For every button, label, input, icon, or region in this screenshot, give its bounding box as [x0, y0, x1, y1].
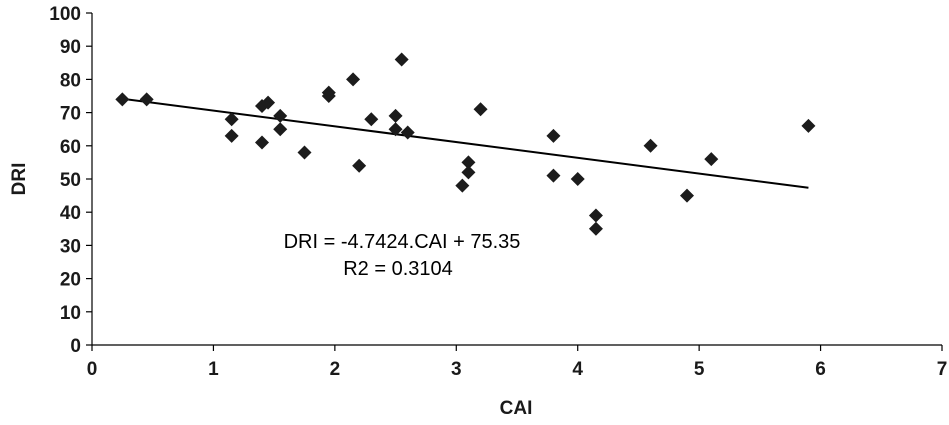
r-squared-label: R2 = 0.3104	[343, 258, 453, 280]
y-tick-label: 30	[60, 236, 81, 257]
data-point	[643, 138, 658, 153]
data-point	[261, 95, 276, 110]
x-tick-label: 7	[937, 359, 948, 380]
data-point	[546, 168, 561, 183]
data-point	[388, 108, 403, 123]
data-points	[115, 52, 816, 236]
data-point	[461, 165, 476, 180]
y-tick-label: 70	[60, 104, 81, 125]
y-tick-label: 40	[60, 203, 81, 224]
data-point	[273, 122, 288, 137]
y-tick-label: 20	[60, 270, 81, 291]
data-point	[139, 92, 154, 107]
trendline	[122, 97, 809, 189]
data-point	[115, 92, 130, 107]
data-point	[255, 135, 269, 150]
data-point	[473, 102, 488, 117]
data-point	[224, 112, 239, 127]
y-tick-label: 90	[60, 37, 81, 58]
x-tick-label: 6	[815, 359, 826, 380]
data-point	[680, 188, 694, 203]
y-axis-title: DRI	[9, 163, 30, 196]
data-point	[588, 221, 603, 236]
x-axis-title: CAI	[500, 398, 533, 419]
regression-equation: DRI = -4.7424.CAI + 75.35	[284, 231, 521, 253]
data-point	[394, 52, 409, 67]
labels: CAI DRI DRI = -4.7424.CAI + 75.35 R2 = 0…	[9, 163, 532, 419]
data-point	[455, 178, 470, 193]
data-point	[704, 152, 719, 167]
data-point	[801, 118, 816, 133]
axes: 0 10 20 30 40 50 60 70 80 90 100 0 1 2 3 4 5 6 7	[49, 4, 947, 380]
y-tick-label: 10	[60, 303, 81, 324]
y-tick-label: 60	[60, 137, 81, 158]
y-tick-label: 100	[49, 4, 81, 25]
x-tick-label: 1	[208, 359, 219, 380]
data-point	[461, 155, 476, 170]
data-point	[224, 128, 239, 143]
y-tick-label: 0	[70, 336, 81, 357]
data-point	[400, 125, 415, 140]
y-tick-label: 80	[60, 70, 81, 91]
data-point	[588, 208, 603, 223]
trendline-group	[122, 97, 809, 189]
x-tick-label: 0	[87, 359, 98, 380]
y-tick-label: 50	[60, 170, 81, 191]
data-point	[297, 145, 312, 160]
data-point	[321, 89, 336, 103]
x-tick-label: 4	[572, 359, 583, 380]
data-point	[546, 128, 561, 143]
data-point	[273, 108, 288, 123]
x-tick-label: 3	[451, 359, 462, 380]
x-tick-label: 2	[330, 359, 341, 380]
data-point	[388, 122, 403, 137]
data-point	[346, 72, 361, 87]
data-point	[570, 172, 585, 186]
data-point	[352, 158, 367, 173]
data-point	[364, 112, 379, 127]
x-tick-label: 5	[694, 359, 705, 380]
